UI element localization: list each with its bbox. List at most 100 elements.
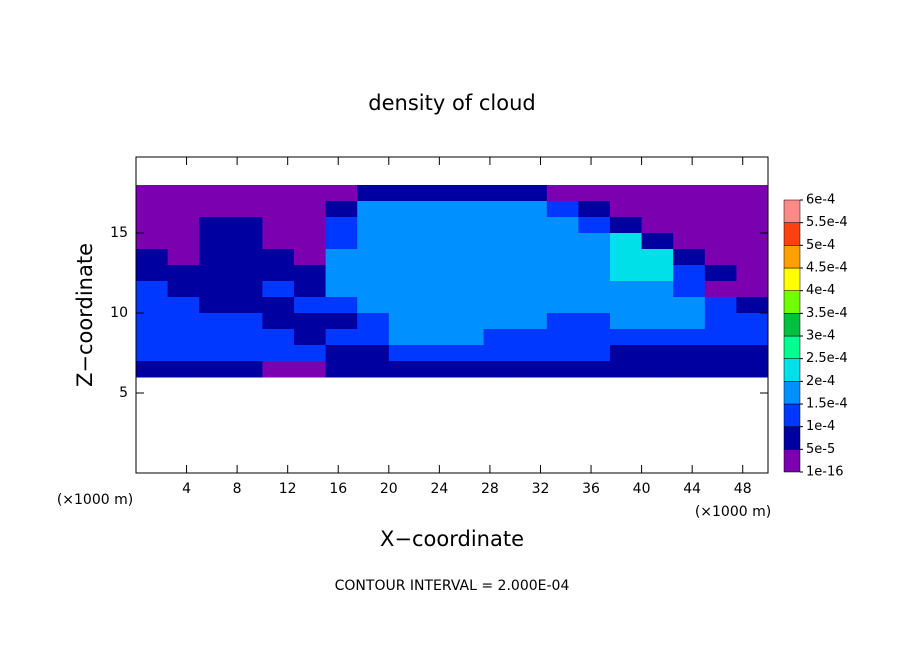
- contour-cell: [136, 313, 169, 330]
- contour-cell: [546, 297, 579, 314]
- plot-frame: [135, 156, 769, 474]
- colorbar-label: 4e-4: [806, 283, 835, 298]
- contour-cell: [515, 185, 548, 202]
- contour-cell: [578, 297, 611, 314]
- contour-cell: [452, 265, 485, 282]
- contour-cell: [673, 185, 706, 202]
- contour-cell: [704, 313, 737, 330]
- colorbar-swatch: [783, 358, 801, 382]
- contour-cell: [515, 297, 548, 314]
- contour-cell: [515, 265, 548, 282]
- x-tick-label: 40: [633, 481, 651, 497]
- contour-cell: [167, 313, 200, 330]
- contour-cell: [294, 249, 327, 266]
- contour-cell: [167, 345, 200, 362]
- contour-cell: [136, 329, 169, 346]
- contour-cell: [388, 297, 421, 314]
- contour-cell: [294, 233, 327, 250]
- contour-cell: [483, 313, 516, 330]
- contour-cell: [167, 297, 200, 314]
- contour-cell: [357, 329, 390, 346]
- contour-cell: [704, 201, 737, 218]
- contour-cell: [420, 313, 453, 330]
- contour-cell: [230, 249, 263, 266]
- contour-cell: [420, 361, 453, 378]
- contour-cell: [357, 265, 390, 282]
- colorbar-label: 1e-16: [806, 465, 844, 480]
- contour-cell: [610, 249, 643, 266]
- colorbar-swatch: [783, 426, 801, 450]
- contour-cell: [262, 281, 295, 298]
- contour-cell: [262, 297, 295, 314]
- contour-cell: [262, 329, 295, 346]
- contour-cell: [610, 297, 643, 314]
- chart-title: density of cloud: [368, 91, 535, 115]
- contour-cell: [704, 249, 737, 266]
- contour-cell: [199, 297, 232, 314]
- contour-cell: [325, 297, 358, 314]
- contour-cell: [230, 361, 263, 378]
- contour-cell: [199, 281, 232, 298]
- contour-cell: [136, 297, 169, 314]
- contour-cell: [325, 281, 358, 298]
- contour-cell: [199, 361, 232, 378]
- contour-cell: [452, 185, 485, 202]
- colorbar-swatch: [783, 222, 801, 246]
- contour-cell: [199, 233, 232, 250]
- contour-cell: [420, 201, 453, 218]
- contour-cell: [641, 329, 674, 346]
- contour-cell: [357, 217, 390, 234]
- colorbar-label: 6e-4: [806, 193, 835, 208]
- contour-cell: [515, 361, 548, 378]
- contour-cell: [420, 265, 453, 282]
- colorbar-swatch: [783, 290, 801, 314]
- contour-cell: [230, 281, 263, 298]
- contour-cell: [420, 297, 453, 314]
- contour-cell: [325, 201, 358, 218]
- contour-cell: [357, 281, 390, 298]
- colorbar-label: 5.5e-4: [806, 215, 848, 230]
- contour-cell: [673, 201, 706, 218]
- contour-cell: [452, 297, 485, 314]
- contour-cell: [262, 217, 295, 234]
- colorbar-swatch: [783, 449, 801, 473]
- colorbar-label: 1e-4: [806, 419, 835, 434]
- contour-cell: [483, 265, 516, 282]
- colorbar-label: 5e-4: [806, 238, 835, 253]
- contour-cell: [452, 345, 485, 362]
- contour-cell: [357, 185, 390, 202]
- contour-cell: [483, 329, 516, 346]
- contour-cell: [578, 329, 611, 346]
- contour-cell: [610, 329, 643, 346]
- contour-cell: [641, 249, 674, 266]
- x-tick-label: 20: [380, 481, 398, 497]
- x-tick-label: 32: [532, 481, 550, 497]
- contour-cell: [357, 345, 390, 362]
- contour-cell: [357, 313, 390, 330]
- contour-cell: [230, 217, 263, 234]
- colorbar-label: 4.5e-4: [806, 261, 848, 276]
- contour-cell: [452, 281, 485, 298]
- contour-cell: [452, 249, 485, 266]
- contour-cell: [736, 201, 769, 218]
- contour-cell: [546, 185, 579, 202]
- contour-cell: [546, 217, 579, 234]
- contour-cell: [262, 201, 295, 218]
- contour-cell: [515, 217, 548, 234]
- y-tick-label: 5: [119, 385, 128, 401]
- contour-cell: [388, 201, 421, 218]
- colorbar-swatch: [783, 381, 801, 405]
- contour-cell: [199, 201, 232, 218]
- x-tick-label: 16: [329, 481, 347, 497]
- contour-cell: [546, 361, 579, 378]
- contour-cell: [641, 233, 674, 250]
- contour-cell: [673, 233, 706, 250]
- contour-cell: [546, 201, 579, 218]
- contour-cell: [641, 345, 674, 362]
- contour-cell: [294, 297, 327, 314]
- contour-cell: [199, 313, 232, 330]
- contour-cell: [515, 281, 548, 298]
- contour-cell: [673, 313, 706, 330]
- contour-cell: [673, 281, 706, 298]
- colorbar-label: 3e-4: [806, 329, 835, 344]
